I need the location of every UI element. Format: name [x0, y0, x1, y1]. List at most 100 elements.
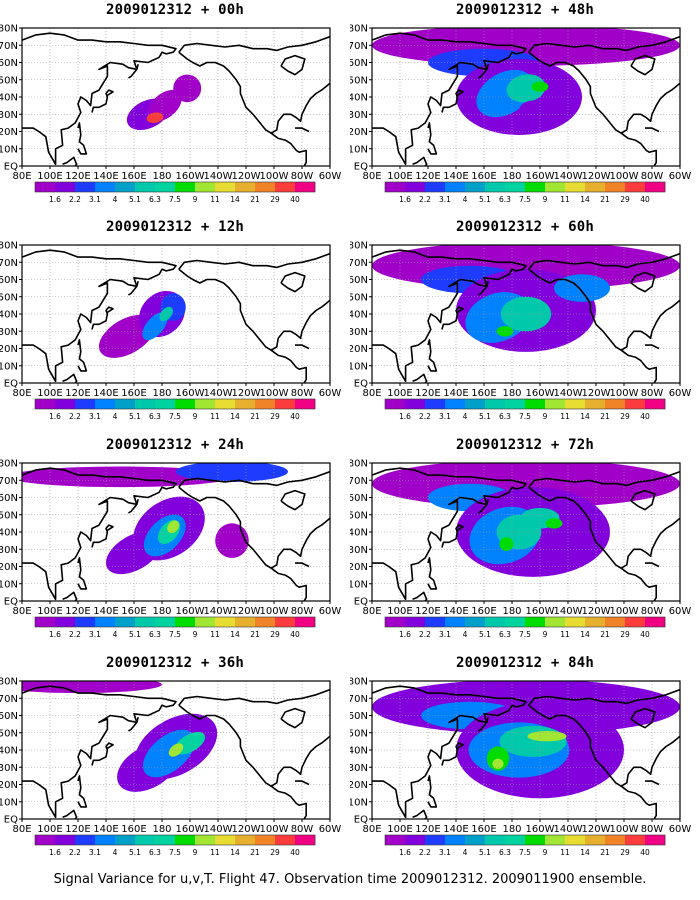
- variance-contour: [173, 74, 202, 103]
- map-panel-72h: 2009012312 + 72h EQ 10N 20N 30N 40N 50N 60N 70N 8…: [350, 435, 700, 650]
- colorbar-label: 7.5: [519, 195, 531, 204]
- lat-label: 40N: [0, 310, 18, 321]
- colorbar-label: 14: [230, 412, 240, 421]
- lon-label: 140W: [204, 388, 233, 399]
- lon-label: 160W: [526, 606, 555, 617]
- coastline: [477, 716, 489, 732]
- variance-contour: [167, 520, 180, 534]
- coastline: [22, 467, 177, 601]
- map-panel-12h: 2009012312 + 12h EQ 10N 20N 30N 40N 50N 60N 70N 8…: [0, 217, 350, 432]
- colorbar-swatch: [545, 835, 566, 845]
- colorbar-swatch: [425, 617, 446, 627]
- coastline: [528, 252, 680, 270]
- colorbar-swatch: [485, 617, 506, 627]
- colorbar-label: 29: [270, 630, 280, 639]
- colorbar-label: 40: [640, 848, 650, 857]
- colorbar: 1.6 2.2 3.1 4 5.1 6.3 7.5 9 11 14 21 29 40: [384, 398, 666, 421]
- lat-label: 80N: [350, 24, 368, 35]
- colorbar-label: 40: [640, 630, 650, 639]
- lon-label: 60W: [319, 606, 342, 617]
- colorbar-label: 3.1: [439, 848, 451, 857]
- coastline: [22, 249, 177, 383]
- colorbar-label: 2.2: [69, 630, 81, 639]
- coastline: [441, 742, 464, 766]
- colorbar-frame: [384, 834, 666, 846]
- coastline: [127, 280, 139, 296]
- lon-label: 120W: [582, 606, 611, 617]
- colorbar-swatch: [425, 399, 446, 409]
- lat-label: 60N: [350, 711, 368, 722]
- colorbar-label: 7.5: [169, 195, 181, 204]
- colorbar: 1.6 2.2 3.1 4 5.1 6.3 7.5 9 11 14 21 29 40: [34, 181, 316, 204]
- coastlines: [22, 467, 330, 601]
- colorbar-swatch: [485, 399, 506, 409]
- coastline: [91, 524, 114, 548]
- colorbar-swatch: [175, 835, 196, 845]
- lat-label: 30N: [350, 327, 368, 338]
- colorbar-label: 1.6: [399, 630, 411, 639]
- coastlines: [372, 467, 680, 601]
- colorbar-label: 7.5: [519, 848, 531, 857]
- lat-label: 10N: [0, 144, 18, 155]
- variance-field: [372, 463, 680, 577]
- colorbar-swatch: [465, 617, 486, 627]
- lon-label: 80E: [362, 606, 381, 617]
- lon-label: 180: [152, 388, 171, 399]
- colorbar-label: 4: [463, 195, 468, 204]
- lat-label: 20N: [350, 127, 368, 138]
- colorbar-swatch: [585, 182, 606, 192]
- colorbar-label: 5.1: [129, 195, 141, 204]
- panel-title: 2009012312 + 72h: [455, 437, 595, 453]
- colorbar-label: 21: [600, 412, 610, 421]
- colorbar-swatch: [605, 617, 626, 627]
- lon-label: 120W: [232, 824, 261, 835]
- lat-label: 10N: [350, 579, 368, 590]
- coastline: [62, 156, 78, 166]
- lon-label: 100E: [387, 824, 412, 835]
- colorbar-swatch: [645, 399, 666, 409]
- variance-field: [22, 463, 288, 575]
- coastline: [630, 707, 656, 729]
- lon-label: 80E: [12, 388, 31, 399]
- colorbar-label: 4: [463, 848, 468, 857]
- lon-label: 160E: [471, 824, 496, 835]
- lat-label: 40N: [350, 93, 368, 104]
- colorbar-swatch: [215, 182, 236, 192]
- lon-label: 140W: [204, 171, 233, 182]
- lon-label: 100E: [37, 171, 62, 182]
- colorbar-swatch: [505, 835, 526, 845]
- variance-field: [22, 681, 218, 792]
- colorbar-swatch: [235, 617, 256, 627]
- lat-label: 40N: [0, 746, 18, 757]
- colorbar-swatch: [645, 835, 666, 845]
- colorbar-label: 7.5: [169, 848, 181, 857]
- colorbar-label: 21: [600, 195, 610, 204]
- gridlines: [372, 681, 680, 819]
- lon-label: 100E: [37, 606, 62, 617]
- coastline: [178, 470, 330, 488]
- colorbar: 1.6 2.2 3.1 4 5.1 6.3 7.5 9 11 14 21 29 40: [384, 834, 666, 857]
- colorbar-swatch: [95, 182, 116, 192]
- colorbar-swatch: [115, 182, 136, 192]
- variance-contour: [146, 112, 164, 124]
- colorbar-swatch: [565, 617, 586, 627]
- coastline: [91, 89, 114, 113]
- lon-label: 160W: [176, 171, 205, 182]
- colorbar-label: 6.3: [149, 848, 161, 857]
- colorbar-label: 11: [210, 412, 220, 421]
- colorbar-label: 5.1: [129, 412, 141, 421]
- colorbar-swatch: [525, 835, 546, 845]
- colorbar-label: 9: [193, 630, 198, 639]
- colorbar-label: 29: [270, 848, 280, 857]
- colorbar-swatch: [55, 182, 76, 192]
- lon-label: 160E: [121, 824, 146, 835]
- coastlines: [372, 685, 680, 819]
- lon-label: 160W: [526, 388, 555, 399]
- lat-label: 40N: [350, 528, 368, 539]
- lat-label: EQ: [354, 162, 368, 173]
- variance-contour: [22, 681, 162, 694]
- colorbar-label: 4: [113, 412, 118, 421]
- lon-label: 160W: [176, 388, 205, 399]
